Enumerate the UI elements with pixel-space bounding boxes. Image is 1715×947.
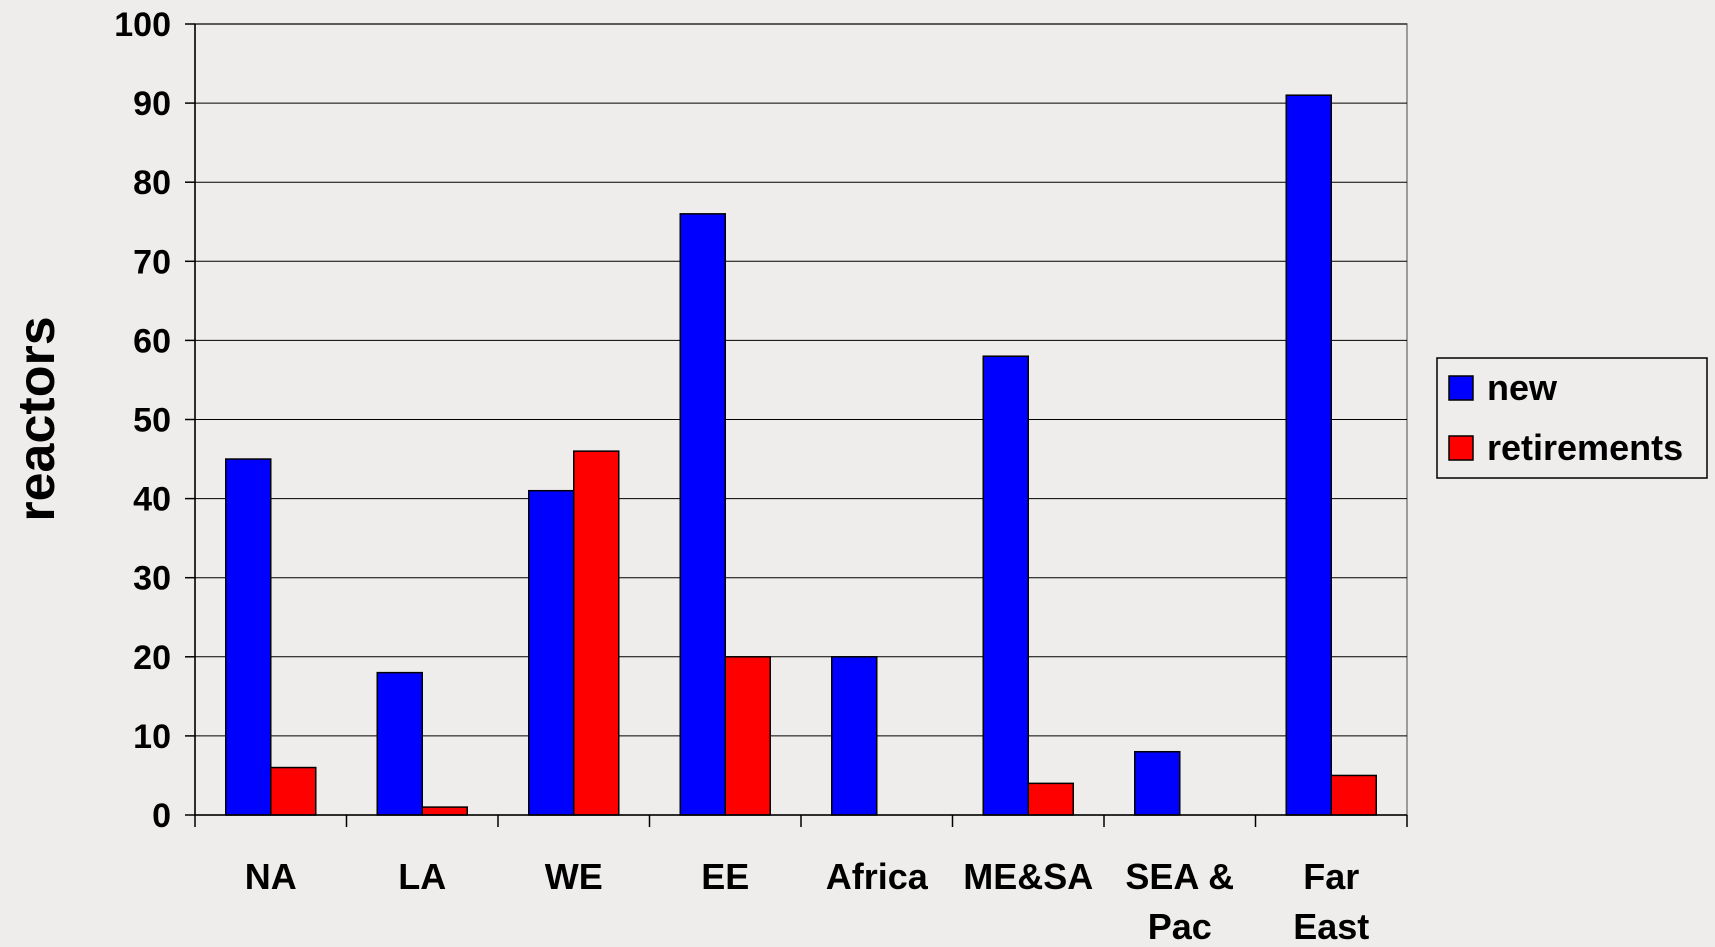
x-tick-label: SEA & <box>1125 856 1234 897</box>
bar-retirements-2 <box>573 450 620 816</box>
y-tick-label: 20 <box>133 639 171 677</box>
bars <box>225 94 1377 816</box>
y-tick-label: 60 <box>133 322 171 360</box>
x-tick-label: Far <box>1303 856 1359 897</box>
x-tick-label: NA <box>245 856 297 897</box>
x-tick-label: WE <box>545 856 603 897</box>
y-axis-label: reactors <box>8 316 66 521</box>
y-tick-label: 40 <box>133 481 171 519</box>
bar-retirements-5 <box>1027 782 1074 816</box>
y-tick-label: 80 <box>133 164 171 202</box>
x-tick-label: EE <box>701 856 749 897</box>
bar-retirements-7 <box>1330 774 1377 816</box>
y-tick-label: 90 <box>133 85 171 123</box>
y-tick-label: 30 <box>133 560 171 598</box>
bar-new-0 <box>225 458 272 816</box>
x-tick-label: LA <box>398 856 446 897</box>
x-tick-label: Africa <box>826 856 929 897</box>
x-tick-labels: NA LA WE EE Africa ME&SA SEA & Pac Far East <box>245 856 1370 947</box>
legend-swatch-new <box>1448 375 1474 401</box>
x-tick-label: Pac <box>1148 906 1212 947</box>
y-tick-label: 10 <box>133 718 171 756</box>
bar-new-2 <box>528 489 575 816</box>
bar-new-3 <box>679 213 726 816</box>
x-tick-label: ME&SA <box>963 856 1093 897</box>
y-tick-label: 50 <box>133 402 171 440</box>
legend-box <box>1436 357 1708 479</box>
bar-retirements-0 <box>270 766 317 816</box>
bar-new-1 <box>376 671 423 816</box>
bar-new-4 <box>831 656 878 816</box>
x-tick-label: East <box>1293 906 1369 947</box>
bar-retirements-1 <box>421 806 468 816</box>
bar-new-6 <box>1134 750 1181 816</box>
legend-swatch-retirements <box>1448 435 1474 461</box>
bar-new-5 <box>982 355 1029 816</box>
y-tick-label: 70 <box>133 243 171 281</box>
bar-new-7 <box>1285 94 1332 816</box>
legend-label-new: new <box>1487 367 1558 408</box>
y-tick-label: 100 <box>114 6 171 44</box>
y-tick-label: 0 <box>152 797 171 835</box>
legend: new retirements <box>1436 357 1708 479</box>
axes <box>185 23 1408 827</box>
bar-retirements-3 <box>724 656 771 816</box>
legend-label-retirements: retirements <box>1487 427 1683 468</box>
y-tick-labels: 0 10 20 30 40 50 60 70 80 90 100 <box>114 6 171 835</box>
